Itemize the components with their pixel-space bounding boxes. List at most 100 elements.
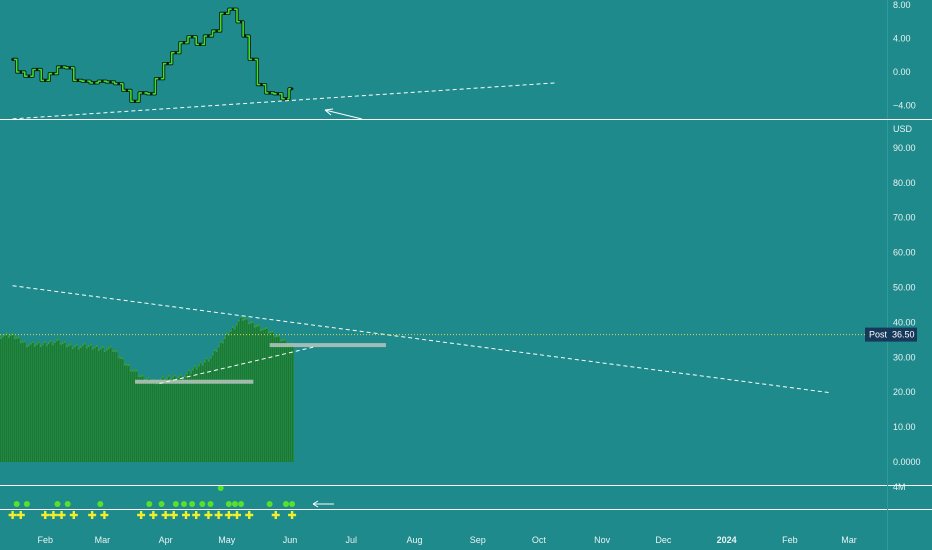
price-bar <box>42 343 44 462</box>
price-bar-cap <box>216 349 218 352</box>
osc-point <box>43 79 47 82</box>
price-bar <box>170 378 172 462</box>
x-tick-label: Dec <box>655 535 672 545</box>
price-bar <box>22 340 24 462</box>
signal-cross-v <box>11 511 14 519</box>
price-bar <box>88 345 90 462</box>
price-bar <box>260 328 262 462</box>
price-bar-cap <box>254 325 256 328</box>
osc-point <box>252 58 255 61</box>
signal-dot <box>54 501 61 507</box>
price-bar <box>282 339 284 462</box>
price-bar <box>84 342 86 462</box>
price-bar-cap <box>180 373 182 376</box>
price-bar <box>2 335 4 462</box>
price-bar <box>162 375 164 462</box>
support-band <box>269 343 386 348</box>
price-bar-cap <box>36 342 38 345</box>
price-bar <box>122 357 124 462</box>
price-bar <box>198 364 200 462</box>
price-bar <box>154 378 156 462</box>
price-bar-cap <box>10 334 12 337</box>
price-bar-cap <box>242 318 244 321</box>
price-bar <box>110 345 112 462</box>
price-bar <box>32 340 34 462</box>
price-bar <box>188 369 190 462</box>
osc-y-tick-label: 0.00 <box>893 67 911 77</box>
price-bar-cap <box>74 345 76 348</box>
price-bar <box>24 340 26 462</box>
price-bar-cap <box>8 335 10 338</box>
price-bar <box>152 379 154 462</box>
signal-cross-v <box>217 511 220 519</box>
price-bar-cap <box>140 375 142 378</box>
price-bar <box>44 340 46 462</box>
price-bar <box>92 347 94 462</box>
price-unit-label: USD <box>893 124 913 134</box>
price-bar <box>208 359 210 462</box>
price-y-tick-label: 40.00 <box>893 317 916 327</box>
price-bar-cap <box>82 344 84 347</box>
price-bar-cap <box>128 364 130 367</box>
price-bar-cap <box>172 376 174 379</box>
price-bar <box>48 342 50 462</box>
osc-point <box>27 74 31 78</box>
price-bar <box>240 315 242 462</box>
price-y-tick-label: 70.00 <box>893 213 916 223</box>
price-bar <box>60 342 62 462</box>
signal-cross <box>271 511 280 519</box>
price-bar-cap <box>168 374 170 377</box>
price-bar <box>8 335 10 462</box>
signal-dot <box>217 485 224 491</box>
signal-cross-v <box>19 511 22 519</box>
price-bar-cap <box>260 328 262 331</box>
price-bar <box>140 375 142 462</box>
price-bar <box>30 342 32 462</box>
price-bar <box>14 337 16 462</box>
signal-cross-v <box>152 511 155 519</box>
price-bar-cap <box>88 345 90 348</box>
price-bar-cap <box>114 349 116 352</box>
price-panel <box>0 285 868 462</box>
osc-point <box>125 89 129 92</box>
signals-y-tick-label: 4M <box>893 482 906 492</box>
price-bar-cap <box>204 360 206 363</box>
x-tick-label: May <box>218 535 236 545</box>
price-bar <box>86 346 88 462</box>
price-bar-cap <box>76 343 78 346</box>
signal-cross <box>149 511 158 519</box>
price-bar <box>132 369 134 462</box>
osc-point <box>260 83 263 86</box>
price-bar <box>266 326 268 462</box>
price-bar-cap <box>238 319 240 322</box>
osc-point <box>11 58 14 61</box>
signal-cross <box>49 511 58 519</box>
x-tick-label: Feb <box>37 535 53 545</box>
price-bar-cap <box>136 369 138 372</box>
osc-point <box>239 20 243 24</box>
signal-dot <box>282 501 289 507</box>
price-bar-cap <box>200 361 202 364</box>
price-bar-cap <box>184 375 186 378</box>
osc-point <box>141 91 145 95</box>
signal-cross-v <box>207 511 210 519</box>
price-bar <box>178 375 180 462</box>
price-bar-cap <box>48 342 50 345</box>
price-bar <box>58 338 60 462</box>
price-bar <box>278 334 280 462</box>
price-bar <box>272 330 274 462</box>
current-price-badge[interactable] <box>865 327 917 342</box>
price-bar-cap <box>14 337 16 340</box>
price-bar <box>248 322 250 462</box>
price-y-tick-label: 90.00 <box>893 143 916 153</box>
price-bar <box>292 342 294 462</box>
price-bar <box>238 319 240 462</box>
price-bar <box>274 335 276 462</box>
signals-arrow-annotation <box>312 500 334 508</box>
price-bar <box>210 356 212 462</box>
price-bar <box>116 350 118 462</box>
signal-cross <box>233 511 241 519</box>
price-bar-cap <box>250 321 252 324</box>
